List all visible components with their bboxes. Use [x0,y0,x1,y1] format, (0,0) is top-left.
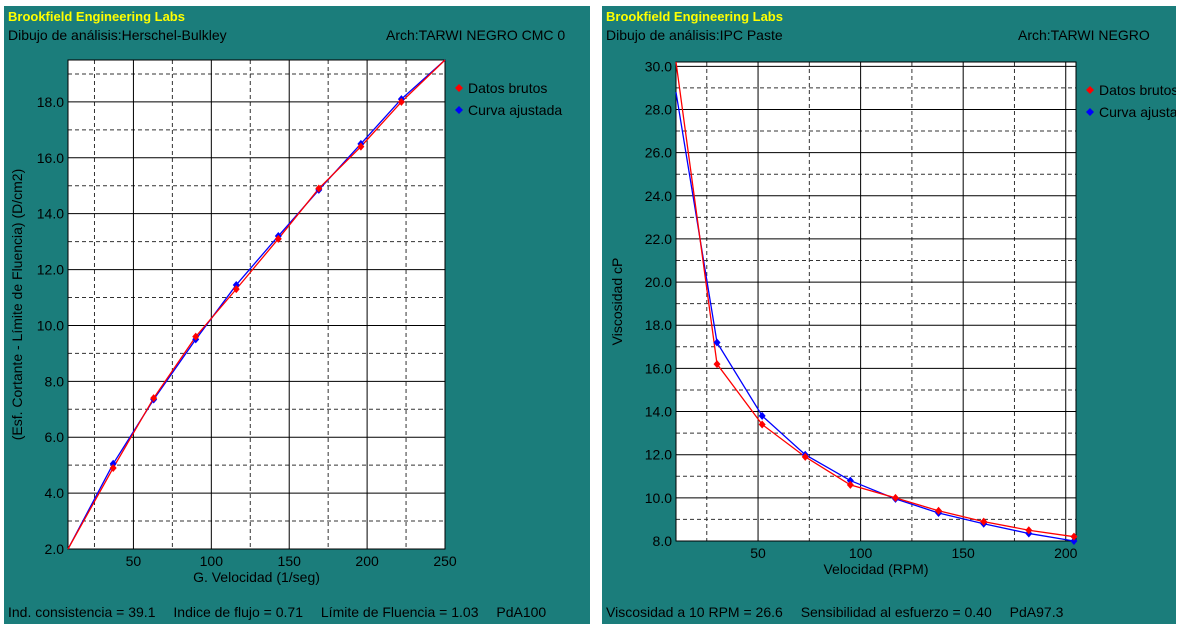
legend-marker [1086,86,1094,94]
y-axis-title: Viscosidad cP [609,258,625,346]
plot-area [676,62,1076,541]
data-point [232,280,240,289]
plot-frame [67,59,446,550]
x-tick-label: 150 [278,553,302,569]
data-point [397,97,405,106]
herschel-bulkley-chart: 50 100 150 200 250 2.0 4.0 6.0 8.0 10.0 12.0 14.0 16… [9,59,562,585]
data-point [935,506,943,515]
data-point [315,184,323,193]
data-point [801,452,809,461]
series-line-datos-brutos [675,61,1075,538]
analysis-title: Dibujo de análisis:IPC Paste [606,27,783,43]
series-line-curva-ajustada [67,59,446,550]
chart-panel-ipc-paste: Brookfield Engineering Labs Dibujo de an… [602,6,1176,624]
y-tick-label: 16.0 [645,360,672,376]
legend-marker [455,106,463,114]
y-tick-label: 22.0 [645,231,672,247]
archive-label: Arch:TARWI NEGRO [1018,27,1150,43]
y-tick-label: 18.0 [37,94,64,110]
stress-sensitivity: Sensibilidad al esfuerzo = 0.40 [800,604,992,620]
y-tick-label: 26.0 [645,145,672,161]
data-point [980,517,988,526]
y-tick-label: 4.0 [45,485,65,501]
flow-index: Indice de flujo = 0.71 [173,604,303,620]
x-tick-label: 100 [200,553,224,569]
series-line-curva-ajustada [675,92,1075,542]
data-point [713,360,721,369]
y-tick-label: 30.0 [645,58,672,74]
x-tick-label: 50 [750,545,766,561]
analysis-title: Dibujo de análisis:Herschel-Bulkley [8,27,227,43]
data-point [109,459,117,468]
results-footer: Ind. consistencia = 39.1 Indice de flujo… [8,604,560,620]
data-point [1070,532,1078,541]
viscosity-at-10rpm: Viscosidad a 10 RPM = 26.6 [606,604,783,620]
data-point [357,142,365,151]
y-tick-label: 8.0 [653,533,673,549]
legend-label: Curva ajustada [468,102,562,118]
y-tick-label: 28.0 [645,101,672,117]
y-tick-label: 8.0 [45,373,65,389]
x-tick-label: 200 [355,553,379,569]
results-footer: Viscosidad a 10 RPM = 26.6 Sensibilidad … [606,604,1077,620]
y-tick-label: 12.0 [645,447,672,463]
y-tick-label: 24.0 [645,188,672,204]
data-point [192,332,200,341]
data-point [758,411,766,420]
pda-value: PdA100 [496,604,547,620]
legend-label: Datos brutos [468,80,547,96]
legend-marker [455,84,463,92]
y-tick-label: 6.0 [45,429,65,445]
pda-value: PdA97.3 [1009,604,1064,620]
yield-stress: Límite de Fluencia = 1.03 [320,604,479,620]
plot-frame [675,61,1077,542]
data-point [274,234,282,243]
legend-label: Datos brutos [1099,82,1176,98]
y-tick-label: 14.0 [645,404,672,420]
plot-area [68,60,445,549]
x-tick-label: 50 [126,553,142,569]
data-point [150,394,158,403]
consistency-index: Ind. consistencia = 39.1 [8,604,156,620]
x-tick-label: 100 [849,545,873,561]
y-tick-label: 2.0 [45,541,65,557]
data-point [758,420,766,429]
data-point [846,476,854,485]
data-point [713,338,721,347]
y-tick-label: 10.0 [37,317,64,333]
data-point [1025,526,1033,535]
y-tick-label: 14.0 [37,206,64,222]
data-point [1070,537,1078,545]
data-point [891,493,899,502]
legend-marker [1086,108,1094,116]
y-tick-label: 20.0 [645,274,672,290]
x-tick-label: 250 [433,553,457,569]
company-title: Brookfield Engineering Labs [8,9,185,24]
y-tick-label: 10.0 [645,490,672,506]
x-tick-label: 150 [951,545,975,561]
data-point [109,463,117,472]
company-title: Brookfield Engineering Labs [606,9,783,24]
chart-panel-herschel-bulkley: Brookfield Engineering Labs Dibujo de an… [4,6,590,624]
data-point [232,285,240,294]
data-point [846,480,854,489]
archive-label: Arch:TARWI NEGRO CMC 0 [386,27,566,43]
ipc-paste-chart: 50 100 150 200 8.0 10.0 12.0 14.0 16.0 18.0 20.0 22… [609,58,1176,577]
x-tick-label: 200 [1054,545,1078,561]
legend-label: Curva ajustada [1099,104,1176,120]
series-line-datos-brutos [67,59,446,550]
y-tick-label: 16.0 [37,150,64,166]
y-axis-title: (Esf. Cortante - Límite de Fluencia) (D/… [9,169,25,441]
x-axis-title: G. Velocidad (1/seg) [193,569,320,585]
x-axis-title: Velocidad (RPM) [823,561,928,577]
y-tick-label: 18.0 [645,317,672,333]
y-tick-label: 12.0 [37,262,64,278]
